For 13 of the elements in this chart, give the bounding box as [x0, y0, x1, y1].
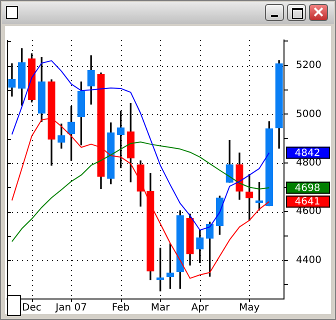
text: 4842 — [294, 148, 320, 159]
y-tick-label: 4400 — [296, 254, 322, 266]
text: 4641 — [294, 196, 320, 208]
x-tick-label: May — [239, 302, 260, 314]
x-tick-label: Feb — [112, 302, 130, 314]
y-tick-label: 4800 — [296, 158, 322, 169]
y-tick-label: 5200 — [296, 60, 322, 72]
text: 4698 — [294, 182, 320, 194]
x-tick-label: Dec — [22, 302, 42, 314]
x-tick-label: Apr — [191, 302, 210, 314]
y-tick-label: 5000 — [296, 108, 322, 120]
x-tick-label: Jan 07 — [54, 302, 87, 314]
x-tick-label: Mar — [150, 302, 171, 314]
